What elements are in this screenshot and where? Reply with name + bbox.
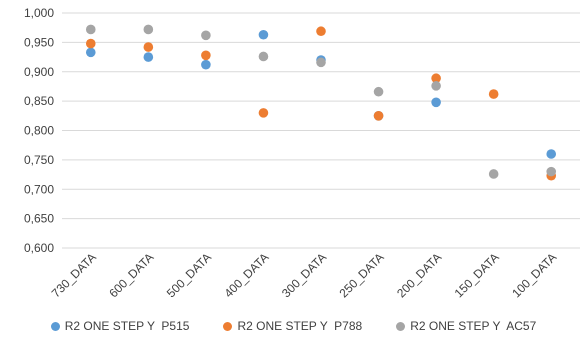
legend-item-series-1: R2 ONE STEP Y P515: [50, 319, 190, 333]
data-point-series-3: [546, 166, 557, 177]
legend-item-series-2: R2 ONE STEP Y P788: [223, 319, 362, 333]
y-tick-label: 0,700: [24, 182, 54, 196]
x-tick-label: 730_DATA: [49, 250, 99, 300]
legend-label: R2 ONE STEP Y P515: [64, 319, 190, 333]
y-tick-label: 0,950: [24, 35, 54, 49]
data-point-series-1: [258, 29, 269, 40]
chart-legend: R2 ONE STEP Y P515 R2 ONE STEP Y P788 R2 O…: [0, 316, 587, 336]
data-point-series-2: [85, 38, 96, 49]
x-axis-ticks: 730_DATA 600_DATA 500_DATA 400_DATA 300_DATA…: [49, 250, 560, 300]
y-tick-label: 0,650: [24, 212, 54, 226]
data-point-series-1: [431, 97, 441, 108]
data-point-series-3: [431, 81, 441, 91]
x-tick-label: 500_DATA: [164, 250, 214, 300]
data-point-series-2: [258, 108, 269, 118]
x-tick-label: 400_DATA: [221, 250, 271, 300]
y-tick-label: 0,800: [24, 124, 54, 138]
legend-swatch: [223, 321, 233, 331]
legend-swatch: [50, 321, 60, 331]
data-point-series-3: [316, 57, 326, 68]
x-tick-label: 300_DATA: [279, 250, 329, 300]
y-tick-label: 0,750: [24, 153, 54, 167]
y-tick-label: 1,000: [24, 6, 54, 20]
data-point-series-3: [143, 24, 154, 35]
data-point-series-2: [201, 50, 211, 61]
data-point-series-2: [488, 89, 499, 99]
x-tick-label: 250_DATA: [337, 250, 387, 300]
x-tick-label: 600_DATA: [106, 250, 156, 300]
x-tick-label: 100_DATA: [509, 250, 559, 300]
legend-swatch: [396, 321, 406, 331]
legend-item-series-3: R2 ONE STEP Y AC57: [396, 319, 536, 333]
x-tick-label: 150_DATA: [452, 250, 502, 300]
data-point-series-1: [201, 59, 211, 70]
y-tick-label: 0,600: [24, 241, 54, 255]
legend-label: R2 ONE STEP Y AC57: [410, 319, 537, 333]
data-point-series-1: [143, 52, 154, 62]
data-point-series-3: [373, 86, 384, 97]
data-point-series-3: [85, 24, 96, 35]
y-axis-ticks: 1,000 0,950 0,900 0,850 0,800 0,750 0,700 0,650…: [24, 6, 54, 255]
data-point-series-3: [258, 51, 269, 62]
data-point-series-2: [316, 26, 326, 37]
data-point-series-1: [85, 47, 96, 58]
data-point-series-2: [431, 73, 441, 84]
data-points: [85, 24, 557, 181]
data-point-series-1: [546, 149, 557, 159]
y-tick-label: 0,900: [24, 65, 54, 79]
y-tick-label: 0,850: [24, 94, 54, 108]
gridlines: [62, 12, 580, 249]
x-tick-label: 200_DATA: [394, 250, 444, 300]
legend-label: R2 ONE STEP Y P788: [237, 319, 363, 333]
data-point-series-3: [201, 30, 211, 41]
data-point-series-2: [373, 111, 384, 121]
data-point-series-3: [488, 169, 499, 179]
data-point-series-2: [143, 42, 154, 52]
